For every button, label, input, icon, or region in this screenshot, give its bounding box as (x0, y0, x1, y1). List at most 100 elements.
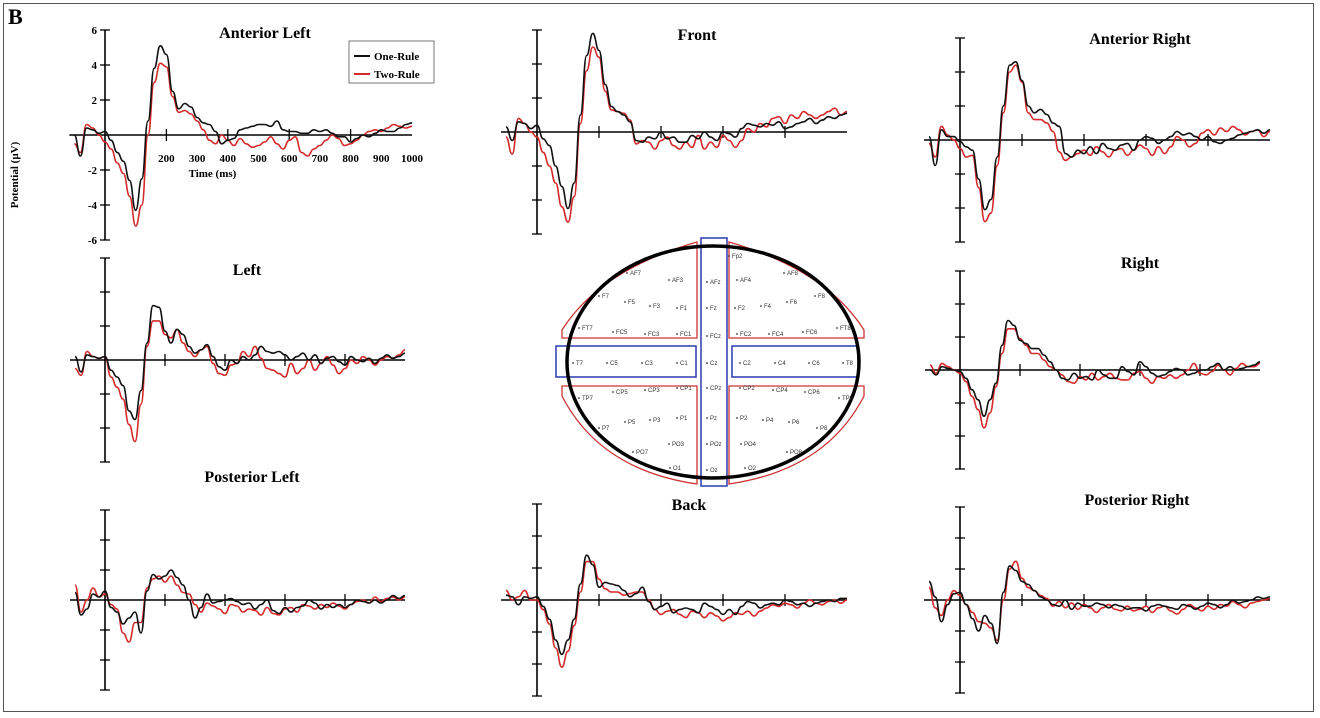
electrode-label: FT8 (840, 326, 851, 332)
electrode-label: FC5 (616, 330, 628, 336)
electrode-label: P6 (792, 420, 800, 426)
legend-label-two-rule: Two-Rule (374, 69, 420, 81)
electrode-dot (606, 362, 608, 364)
electrode-dot (744, 467, 746, 469)
electrode-label: P1 (680, 416, 688, 422)
region-outline-red-2 (561, 385, 698, 485)
electrode-dot (736, 417, 738, 419)
electrode-dot (706, 469, 708, 471)
x-tick-label: 200 (158, 153, 175, 165)
electrode-label: C5 (610, 361, 618, 367)
head-outline (565, 244, 861, 480)
electrode-label: AFz (710, 280, 721, 286)
electrode-dot (802, 331, 804, 333)
y-tick-label: 4 (92, 60, 98, 72)
y-axis-label: Potential (µV) (9, 141, 21, 208)
electrode-dot (816, 427, 818, 429)
electrode-label: P4 (766, 418, 774, 424)
chart-panel-0: 6 4 2 -2 -4 -6 200 300 400 500 600 700 800 900 1000 Tim… (9, 25, 435, 247)
electrode-dot (578, 397, 580, 399)
charts-layer: 6 4 2 -2 -4 -6 200 300 400 500 600 700 800 900 1000 Tim… (9, 25, 1271, 697)
electrode-label: TP7 (582, 396, 594, 402)
electrode-label: Fp2 (732, 254, 743, 260)
electrode-dot (624, 421, 626, 423)
electrode-label: CP6 (808, 390, 820, 396)
series-line-one-rule (505, 554, 847, 656)
electrode-dot (772, 389, 774, 391)
chart-title: Posterior Left (204, 469, 300, 486)
electrode-dot (760, 305, 762, 307)
electrode-label: P3 (653, 418, 661, 424)
electrode-dot (788, 421, 790, 423)
electrode-label: FT7 (582, 326, 593, 332)
y-tick-label: 2 (92, 95, 98, 107)
chart-panel-2: Anterior Right (924, 31, 1271, 243)
electrode-dot (649, 419, 651, 421)
legend-label-one-rule: One-Rule (374, 51, 419, 63)
electrode-dot (739, 387, 741, 389)
chart-panel-7: Posterior Right (924, 492, 1271, 694)
electrode-dot (676, 362, 678, 364)
electrode-dot (676, 417, 678, 419)
electrode-dot (598, 295, 600, 297)
x-tick-label: 800 (342, 153, 359, 165)
series-line-two-rule (929, 327, 1261, 429)
electrode-dot (808, 362, 810, 364)
series-line-one-rule (929, 319, 1261, 418)
electrode-dot (676, 387, 678, 389)
y-tick-label: -4 (88, 200, 98, 212)
electrode-label: O1 (673, 466, 682, 472)
electrode-dot (644, 389, 646, 391)
y-tick-label: 6 (92, 25, 98, 37)
electrode-label: F3 (653, 304, 661, 310)
electrode-dot (706, 307, 708, 309)
electrode-label: Oz (710, 468, 718, 474)
electrode-label: CP3 (648, 388, 660, 394)
electrode-dot (668, 279, 670, 281)
electrode-dot (734, 307, 736, 309)
electrode-label: F4 (764, 304, 772, 310)
electrode-label: F5 (628, 300, 636, 306)
series-line-one-rule (928, 565, 1271, 645)
series-line-two-rule (505, 560, 848, 669)
electrode-label: TP8 (842, 396, 854, 402)
electrode-dot (804, 391, 806, 393)
electrode-dot (762, 419, 764, 421)
electrode-label: CPz (710, 386, 721, 392)
electrode-label: FC1 (680, 332, 692, 338)
electrode-dot (578, 327, 580, 329)
x-tick-label: 400 (220, 153, 237, 165)
chart-title: Back (672, 497, 707, 514)
electrode-label: FC3 (648, 332, 660, 338)
electrode-label: PO3 (672, 442, 685, 448)
chart-title: Anterior Left (219, 25, 311, 42)
electrode-label: P2 (740, 416, 748, 422)
region-left-blue (555, 345, 697, 378)
y-tick-label: -6 (88, 235, 98, 247)
electrode-map: AF7 AF3 AFz AF4 AF8 F7 F5 F3 F1 Fz F2 F4 F6 F8 FT7 FC5 F… (555, 237, 865, 487)
electrode-label: F6 (790, 300, 798, 306)
electrode-dot (612, 391, 614, 393)
electrode-label: AF7 (630, 271, 642, 277)
electrode-dot (774, 362, 776, 364)
electrode-label: FC2 (740, 332, 752, 338)
electrode-dot (612, 331, 614, 333)
chart-panel-4: Right (925, 255, 1261, 470)
electrode-label: Pz (710, 416, 717, 422)
electrode-dot (572, 362, 574, 364)
series-line-two-rule (505, 46, 848, 223)
electrode-label: C4 (778, 361, 786, 367)
electrode-dot (740, 443, 742, 445)
electrode-dot (706, 417, 708, 419)
x-tick-label: 900 (373, 153, 390, 165)
electrode-label: CP1 (680, 386, 692, 392)
electrode-dot (739, 362, 741, 364)
electrode-label: F2 (738, 306, 746, 312)
electrode-dot (706, 362, 708, 364)
figure-frame (3, 3, 1314, 712)
legend: One-Rule Two-Rule (348, 40, 435, 84)
chart-panel-3: Left (70, 257, 406, 463)
electrode-dot (668, 443, 670, 445)
electrode-dot (669, 467, 671, 469)
electrode-label: PO4 (744, 442, 757, 448)
